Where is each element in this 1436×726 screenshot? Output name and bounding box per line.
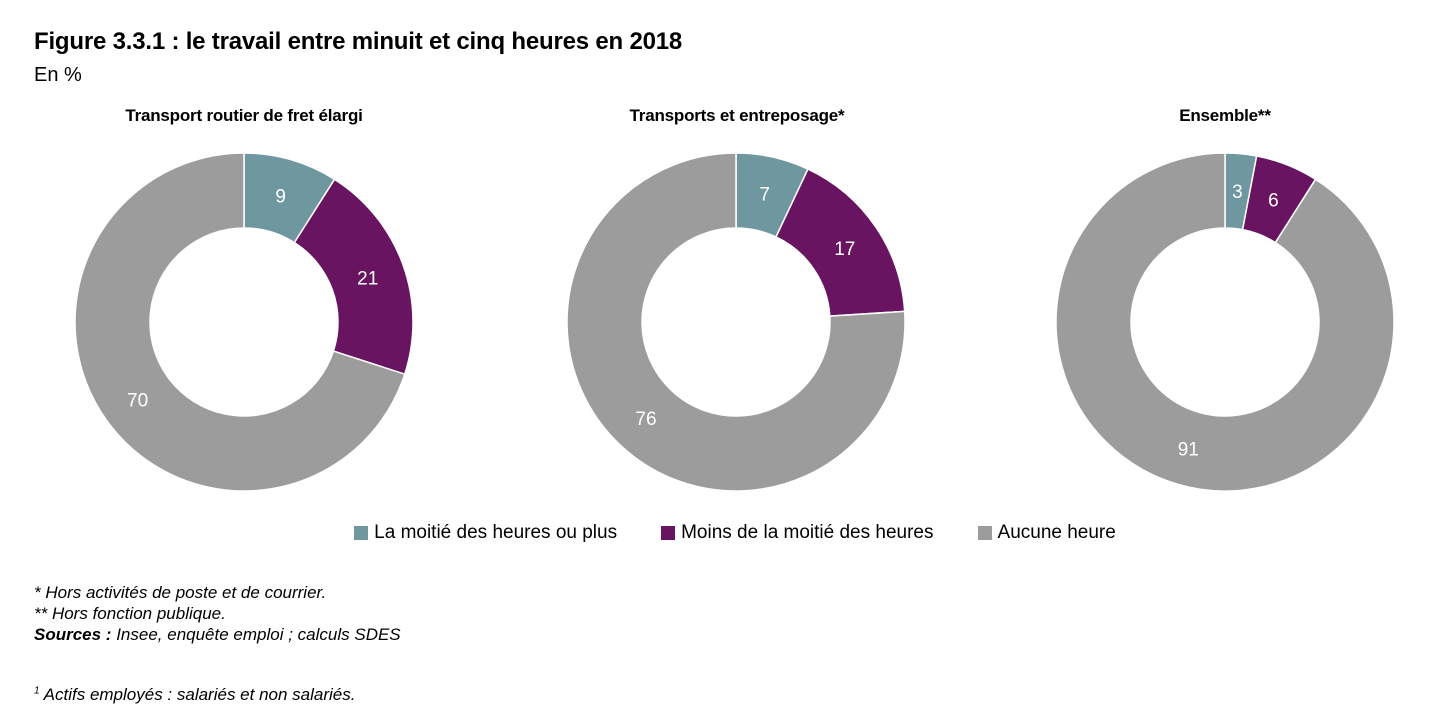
legend-label-less-than-half: Moins de la moitié des heures bbox=[681, 522, 934, 543]
donut-3-slice-none bbox=[1055, 152, 1395, 492]
notes: * Hors activités de poste et de courrier… bbox=[34, 582, 401, 645]
legend: La moitié des heures ou plus Moins de la… bbox=[0, 522, 1436, 544]
legend-swatch-half-or-more bbox=[354, 526, 369, 540]
donut-chart-3: 3 6 91 bbox=[1055, 152, 1395, 492]
legend-item-half-or-more: La moitié des heures ou plus bbox=[354, 522, 617, 544]
note-1: * Hors activités de poste et de courrier… bbox=[34, 583, 327, 602]
note-2: ** Hors fonction publique. bbox=[34, 604, 226, 623]
sources-text: Insee, enquête emploi ; calculs SDES bbox=[111, 625, 401, 644]
footnote: 1 Actifs employés : salariés et non sala… bbox=[34, 685, 355, 705]
chart-title-1: Transport routier de fret élargi bbox=[125, 106, 363, 125]
donut-2-label-less-than-half: 17 bbox=[834, 239, 855, 260]
donut-3-label-less-than-half: 6 bbox=[1268, 191, 1279, 212]
legend-item-none: Aucune heure bbox=[977, 522, 1116, 544]
chart-title-3: Ensemble** bbox=[1179, 106, 1271, 125]
legend-swatch-less-than-half bbox=[661, 526, 676, 540]
donut-1-slice-none bbox=[74, 152, 406, 492]
donut-2-label-half-or-more: 7 bbox=[759, 185, 770, 206]
donut-2-slice-none bbox=[566, 152, 906, 492]
donut-chart-2: 7 17 76 bbox=[566, 152, 906, 492]
chart-title-2: Transports et entreposage* bbox=[629, 106, 845, 125]
legend-item-less-than-half: Moins de la moitié des heures bbox=[661, 522, 934, 544]
sources: Sources : Insee, enquête emploi ; calcul… bbox=[34, 624, 401, 645]
donut-1-label-half-or-more: 9 bbox=[275, 187, 286, 208]
donut-3-label-half-or-more: 3 bbox=[1232, 182, 1243, 203]
donut-3-label-none: 91 bbox=[1178, 439, 1199, 460]
footnote-mark: 1 bbox=[34, 685, 40, 697]
donut-1-label-none: 70 bbox=[127, 390, 148, 411]
legend-label-half-or-more: La moitié des heures ou plus bbox=[374, 522, 618, 543]
legend-label-none: Aucune heure bbox=[997, 522, 1116, 543]
figure-unit: En % bbox=[34, 64, 82, 86]
figure-title: Figure 3.3.1 : le travail entre minuit e… bbox=[34, 28, 683, 55]
donut-1-slice-less-than-half bbox=[293, 178, 414, 376]
donut-1-label-less-than-half: 21 bbox=[357, 268, 378, 289]
sources-label: Sources : bbox=[34, 625, 112, 644]
donut-chart-1: 9 21 70 bbox=[74, 152, 414, 492]
legend-swatch-none bbox=[977, 526, 992, 540]
donut-2-label-none: 76 bbox=[635, 409, 656, 430]
footnote-text: Actifs employés : salariés et non salari… bbox=[39, 685, 356, 704]
